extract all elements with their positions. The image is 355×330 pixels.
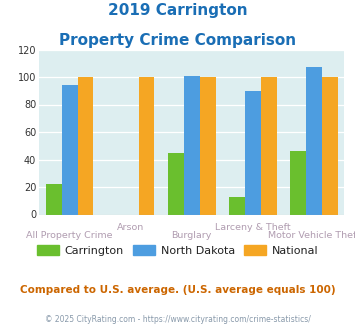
Text: Property Crime Comparison: Property Crime Comparison — [59, 33, 296, 48]
Bar — [322, 77, 338, 214]
Legend: Carrington, North Dakota, National: Carrington, North Dakota, National — [32, 241, 323, 260]
Bar — [245, 91, 261, 214]
Text: All Property Crime: All Property Crime — [26, 231, 113, 240]
Bar — [200, 77, 215, 214]
Text: Arson: Arson — [117, 223, 144, 232]
Bar — [229, 197, 245, 214]
Text: Burglary: Burglary — [171, 231, 212, 240]
Bar — [62, 85, 77, 214]
Text: © 2025 CityRating.com - https://www.cityrating.com/crime-statistics/: © 2025 CityRating.com - https://www.city… — [45, 315, 310, 324]
Bar — [184, 76, 200, 214]
Bar — [261, 77, 277, 214]
Bar — [138, 77, 154, 214]
Bar — [306, 67, 322, 214]
Text: 2019 Carrington: 2019 Carrington — [108, 3, 247, 18]
Bar — [290, 151, 306, 214]
Bar — [168, 152, 184, 214]
Text: Larceny & Theft: Larceny & Theft — [215, 223, 291, 232]
Text: Compared to U.S. average. (U.S. average equals 100): Compared to U.S. average. (U.S. average … — [20, 285, 335, 295]
Bar — [77, 77, 93, 214]
Text: Motor Vehicle Theft: Motor Vehicle Theft — [268, 231, 355, 240]
Bar — [46, 184, 62, 214]
